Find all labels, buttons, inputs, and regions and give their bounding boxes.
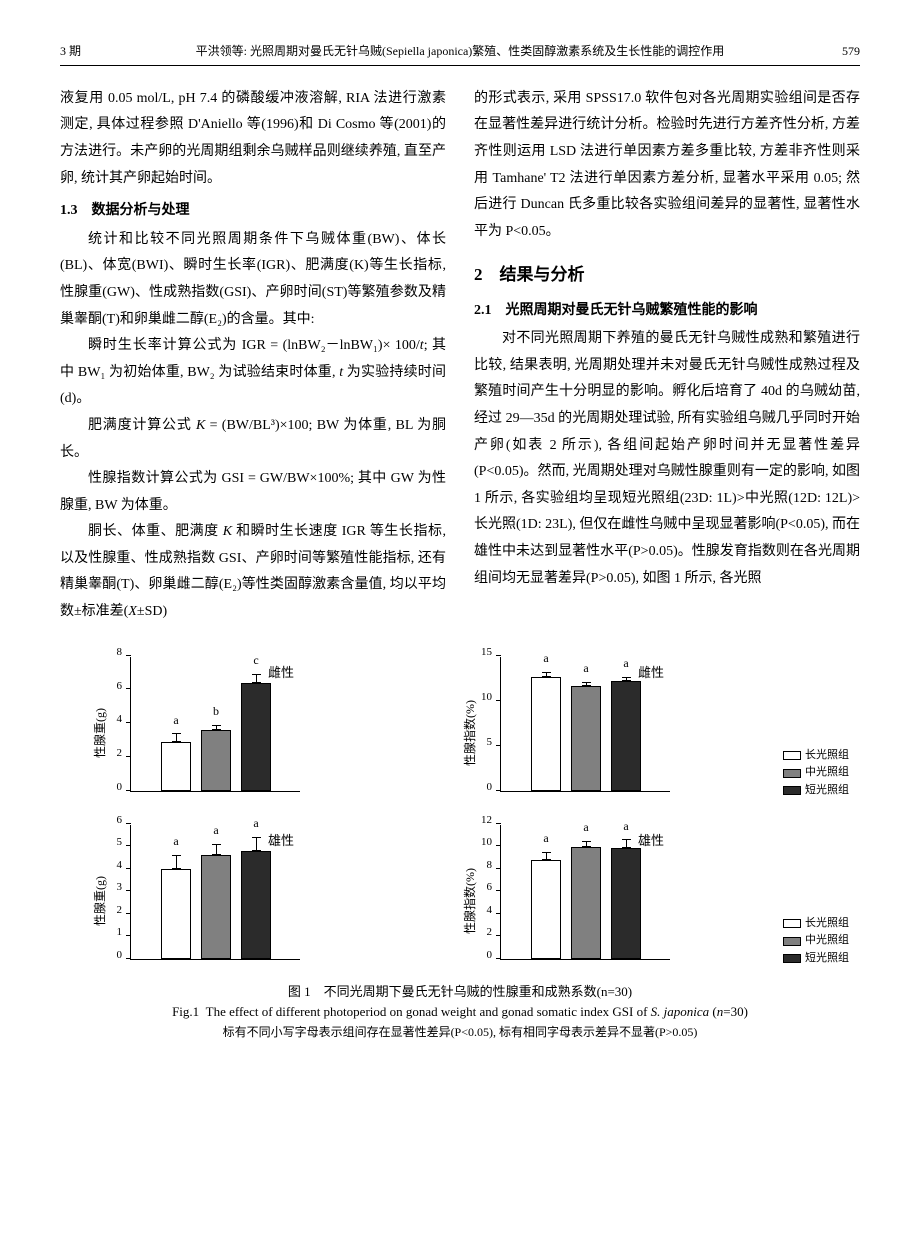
panel-B: 051015aaa雌性性腺指数(%)长光照组中光照组短光照组 (445, 644, 845, 804)
left-p2: 统计和比较不同光照周期条件下乌贼体重(BW)、体长(BL)、体宽(BWI)、瞬时… (60, 227, 446, 333)
right-p1: 的形式表示, 采用 SPSS17.0 软件包对各光周期实验组间是否存在显著性差异… (474, 86, 860, 246)
legend: 长光照组中光照组短光照组 (783, 915, 849, 968)
running-header: 3 期 平洪领等: 光照周期对曼氏无针乌贼(Sepiella japonica)… (60, 40, 860, 66)
figure-1-caption: 图 1 不同光周期下曼氏无针乌贼的性腺重和成熟系数(n=30) Fig.1 Th… (60, 982, 860, 1043)
caption-note: 标有不同小写字母表示组间存在显著性差异(P<0.05), 标有相同字母表示差异不… (60, 1023, 860, 1042)
figure-1: 02468abc雌性性腺重(g)051015aaa雌性性腺指数(%)长光照组中光… (60, 644, 860, 1043)
panel-A: 02468abc雌性性腺重(g) (75, 644, 435, 804)
header-title: 平洪领等: 光照周期对曼氏无针乌贼(Sepiella japonica)繁殖、性… (120, 40, 800, 63)
left-p6: 胴长、体重、肥满度 K 和瞬时生长速度 IGR 等生长指标, 以及性腺重、性成熟… (60, 519, 446, 625)
figure-1-panels: 02468abc雌性性腺重(g)051015aaa雌性性腺指数(%)长光照组中光… (60, 644, 860, 972)
bar-short (611, 681, 641, 791)
bar-short (241, 683, 271, 791)
bar-mid (571, 686, 601, 790)
right-p2: 对不同光照周期下养殖的曼氏无针乌贼性成熟和繁殖进行比较, 结果表明, 光周期处理… (474, 326, 860, 592)
panel-D: 024681012aaa雄性性腺指数(%)长光照组中光照组短光照组 (445, 812, 845, 972)
legend: 长光照组中光照组短光照组 (783, 747, 849, 800)
bar-short (241, 851, 271, 959)
caption-en: Fig.1 The effect of different photoperio… (60, 1002, 860, 1023)
bar-long (531, 677, 561, 790)
left-p1: 液复用 0.05 mol/L, pH 7.4 的磷酸缓冲液溶解, RIA 法进行… (60, 86, 446, 192)
caption-cn: 图 1 不同光周期下曼氏无针乌贼的性腺重和成熟系数(n=30) (60, 982, 860, 1003)
bar-long (531, 860, 561, 959)
sec-1.3: 1.3 数据分析与处理 (60, 198, 446, 225)
left-column: 液复用 0.05 mol/L, pH 7.4 的磷酸缓冲液溶解, RIA 法进行… (60, 86, 446, 626)
bar-long (161, 742, 191, 791)
bar-mid (571, 847, 601, 958)
header-page: 579 (800, 40, 860, 63)
left-p3: 瞬时生长率计算公式为 IGR = (lnBW₂－lnBW₁)× 100/t; 其… (60, 333, 446, 413)
header-issue: 3 期 (60, 40, 120, 63)
left-p5: 性腺指数计算公式为 GSI = GW/BW×100%; 其中 GW 为性腺重, … (60, 466, 446, 519)
body-columns: 液复用 0.05 mol/L, pH 7.4 的磷酸缓冲液溶解, RIA 法进行… (60, 86, 860, 626)
right-column: 的形式表示, 采用 SPSS17.0 软件包对各光周期实验组间是否存在显著性差异… (474, 86, 860, 626)
bar-long (161, 869, 191, 959)
sec-2.1: 2.1 光照周期对曼氏无针乌贼繁殖性能的影响 (474, 298, 860, 325)
bar-mid (201, 730, 231, 791)
panel-C: 0123456aaa雄性性腺重(g) (75, 812, 435, 972)
sec-2: 2 结果与分析 (474, 259, 860, 291)
bar-short (611, 848, 641, 958)
left-p4: 肥满度计算公式 K = (BW/BL³)×100; BW 为体重, BL 为胴长… (60, 413, 446, 466)
bar-mid (201, 855, 231, 959)
